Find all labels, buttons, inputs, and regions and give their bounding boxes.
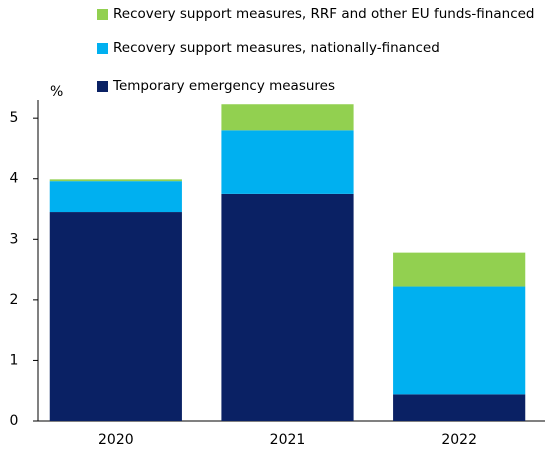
x-tick-label: 2022: [441, 432, 477, 448]
bar-segment: [221, 104, 354, 131]
legend-label: Recovery support measures, nationally-fi…: [113, 40, 440, 56]
y-tick-label: 3: [10, 231, 19, 247]
legend-item: Recovery support measures, RRF and other…: [97, 6, 541, 22]
x-tick-label: 2020: [98, 432, 134, 448]
legend-swatch: [97, 9, 108, 20]
bar-segment: [49, 212, 182, 421]
legend-item: Temporary emergency measures: [97, 78, 541, 94]
legend-item: Recovery support measures, nationally-fi…: [97, 40, 541, 56]
y-tick-label: 4: [10, 171, 19, 187]
bar-segment: [49, 181, 182, 213]
y-tick-label: 2: [10, 292, 19, 308]
bar-segment: [221, 193, 354, 421]
x-tick-label: 2021: [270, 432, 306, 448]
bar-segment: [393, 394, 526, 421]
y-axis-unit: %: [50, 84, 63, 100]
legend-swatch: [97, 81, 108, 92]
y-tick-label: 0: [10, 413, 19, 429]
y-tick-label: 1: [10, 352, 19, 368]
bar-segment: [393, 286, 526, 395]
bar-segment: [393, 252, 526, 287]
bar-segment: [49, 179, 182, 182]
bar-segment: [221, 130, 354, 194]
y-tick-label: 5: [10, 110, 19, 126]
legend-swatch: [97, 43, 108, 54]
legend-label: Recovery support measures, RRF and other…: [113, 6, 535, 22]
legend-label: Temporary emergency measures: [113, 78, 336, 94]
